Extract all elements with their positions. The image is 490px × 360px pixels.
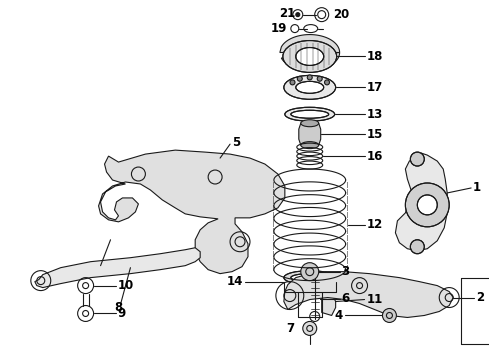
- Ellipse shape: [301, 120, 318, 127]
- Circle shape: [417, 195, 437, 215]
- Polygon shape: [280, 35, 340, 71]
- Circle shape: [383, 309, 396, 323]
- Polygon shape: [299, 123, 321, 145]
- Text: 4: 4: [334, 309, 343, 322]
- Text: 3: 3: [342, 265, 350, 278]
- Circle shape: [301, 263, 318, 280]
- Polygon shape: [322, 293, 336, 315]
- Text: 20: 20: [333, 8, 349, 21]
- Circle shape: [307, 75, 312, 80]
- Circle shape: [296, 13, 300, 17]
- Text: 17: 17: [367, 81, 383, 94]
- Circle shape: [410, 240, 424, 254]
- Text: 1: 1: [473, 181, 481, 194]
- Polygon shape: [284, 272, 453, 318]
- Circle shape: [324, 80, 329, 85]
- Ellipse shape: [285, 107, 335, 121]
- Circle shape: [317, 76, 322, 81]
- Text: 5: 5: [232, 136, 240, 149]
- Circle shape: [303, 321, 317, 336]
- Circle shape: [410, 152, 424, 166]
- Text: 12: 12: [367, 218, 383, 231]
- Ellipse shape: [296, 81, 324, 93]
- Circle shape: [290, 80, 295, 85]
- Text: 18: 18: [367, 50, 383, 63]
- Text: 14: 14: [227, 275, 243, 288]
- Text: 16: 16: [367, 150, 383, 163]
- Ellipse shape: [296, 48, 324, 66]
- Polygon shape: [35, 248, 200, 288]
- Ellipse shape: [284, 75, 336, 99]
- Ellipse shape: [301, 141, 318, 149]
- Text: 2: 2: [476, 291, 484, 304]
- Polygon shape: [395, 153, 447, 251]
- Ellipse shape: [284, 271, 336, 285]
- Text: 15: 15: [367, 128, 383, 141]
- Text: 11: 11: [367, 293, 383, 306]
- Circle shape: [310, 276, 319, 285]
- Text: 19: 19: [270, 22, 287, 35]
- Text: 13: 13: [367, 108, 383, 121]
- Ellipse shape: [283, 41, 337, 72]
- Circle shape: [405, 183, 449, 227]
- Text: 6: 6: [342, 292, 350, 305]
- Text: 10: 10: [118, 279, 134, 292]
- Ellipse shape: [291, 274, 329, 282]
- Text: 8: 8: [114, 301, 122, 314]
- Text: 9: 9: [118, 307, 126, 320]
- Text: 21: 21: [280, 7, 296, 20]
- Text: 7: 7: [287, 322, 295, 335]
- Circle shape: [297, 76, 302, 81]
- Polygon shape: [98, 150, 285, 274]
- Ellipse shape: [291, 110, 329, 118]
